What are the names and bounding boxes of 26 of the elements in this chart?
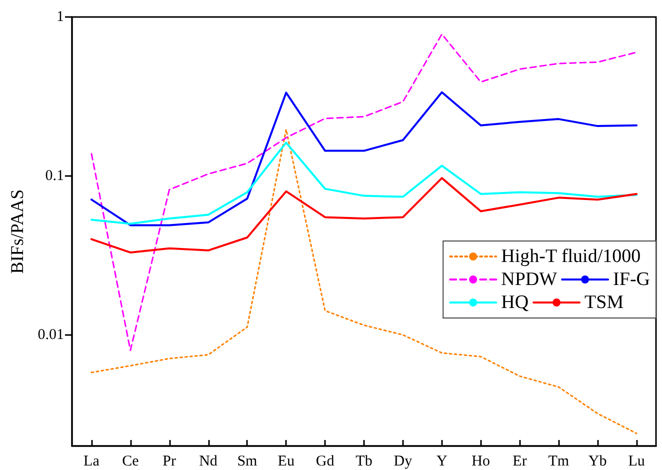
- x-tick-label: Dy: [394, 454, 413, 470]
- legend-label: TSM: [584, 292, 624, 313]
- x-tick-label: Lu: [628, 454, 646, 470]
- x-tick-label: La: [84, 454, 100, 470]
- legend-label: NPDW: [501, 269, 558, 290]
- x-tick-label: Tb: [356, 454, 372, 470]
- x-tick-label: Eu: [278, 454, 295, 470]
- line-series: [90, 91, 638, 226]
- x-tick-label: Nd: [199, 454, 218, 470]
- x-tick-label: Yb: [588, 454, 607, 470]
- x-tick-label: Sm: [237, 454, 258, 470]
- y-axis-title: BIFs/PAAS: [7, 189, 27, 274]
- legend-label: High-T fluid/1000: [501, 246, 641, 267]
- y-tick-label: 0.01: [38, 326, 64, 343]
- y-tick-label: 1: [56, 9, 64, 25]
- x-tick-label: Y: [436, 454, 448, 470]
- legend-label: IF-G: [613, 269, 650, 290]
- x-tick-label: Tm: [548, 454, 570, 470]
- legend-label: HQ: [501, 292, 529, 313]
- y-tick-label: 0.1: [45, 168, 64, 184]
- x-tick-label: Pr: [162, 454, 176, 470]
- x-tick-label: Ce: [122, 454, 140, 470]
- x-tick-label: Er: [512, 454, 527, 470]
- line-series: [90, 142, 638, 225]
- x-tick-label: Ho: [472, 454, 490, 470]
- x-tick-label: Gd: [316, 454, 335, 470]
